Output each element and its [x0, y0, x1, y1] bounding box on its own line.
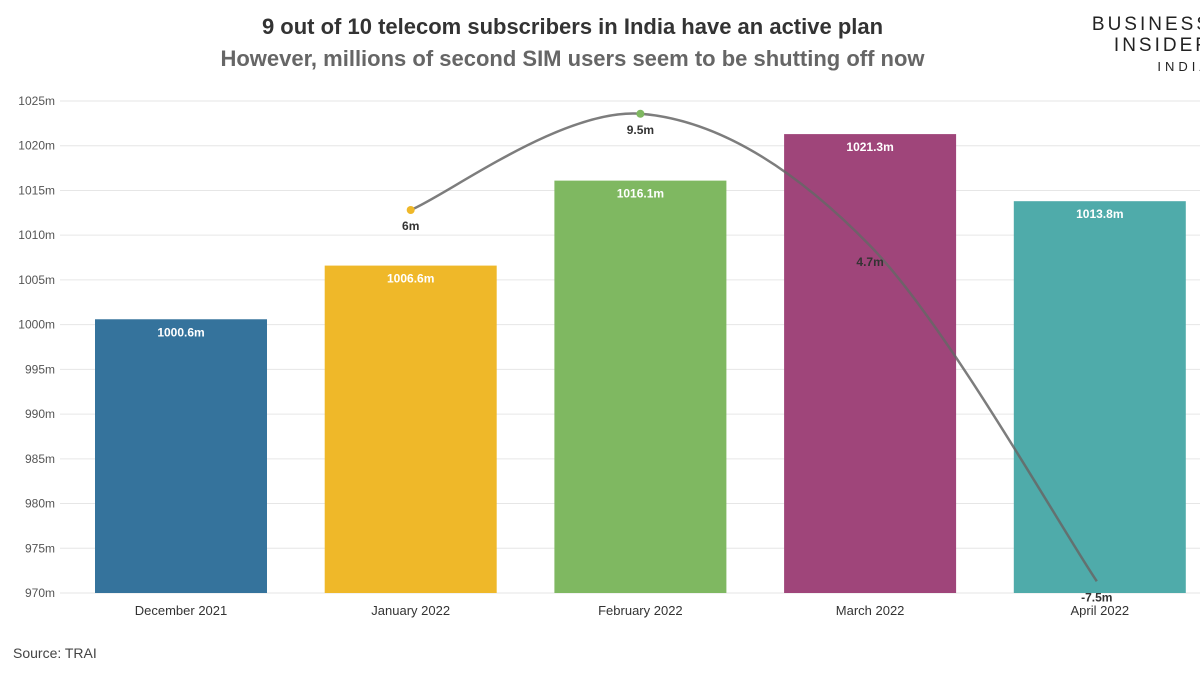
chart-title: 9 out of 10 telecom subscribers in India… — [261, 14, 884, 39]
y-tick-label: 995m — [25, 362, 55, 376]
line-point — [636, 109, 645, 118]
y-tick-label: 970m — [25, 586, 55, 600]
bar — [784, 134, 957, 593]
x-tick-label: January 2022 — [371, 603, 450, 618]
y-tick-label: 985m — [25, 452, 55, 466]
y-tick-label: 1015m — [18, 183, 55, 197]
y-tick-label: 1000m — [18, 318, 55, 332]
bar — [95, 319, 267, 593]
line-point — [406, 206, 415, 214]
line-value-label: 4.7m — [856, 255, 883, 269]
bar — [1013, 201, 1186, 593]
y-tick-label: 990m — [25, 407, 55, 421]
bar-value-label: 1016.1m — [617, 187, 664, 201]
y-tick-label: 1025m — [18, 94, 55, 108]
line-value-label: -7.5m — [1081, 590, 1112, 604]
bar — [324, 265, 497, 593]
line-value-label: 6m — [402, 219, 419, 233]
y-tick-label: 1005m — [18, 273, 55, 287]
business-insider-logo: BUSINESSINSIDERINDIA — [1091, 14, 1200, 74]
source-note: Source: TRAI — [13, 645, 97, 661]
x-tick-label: April 2022 — [1071, 603, 1130, 618]
bar-value-label: 1013.8m — [1076, 207, 1123, 221]
y-tick-label: 1010m — [18, 228, 55, 242]
bar-value-label: 1006.6m — [387, 272, 434, 286]
line-series — [410, 112, 1098, 582]
line-value-label: 9.5m — [627, 123, 654, 137]
x-tick-label: December 2021 — [135, 603, 228, 618]
bar-value-label: 1000.6m — [157, 325, 204, 339]
chart-subtitle: However, millions of second SIM users se… — [220, 46, 925, 71]
bar — [554, 180, 727, 593]
x-tick-label: February 2022 — [598, 603, 683, 618]
y-tick-label: 980m — [25, 497, 55, 511]
bar-value-label: 1021.3m — [846, 140, 893, 154]
x-tick-label: March 2022 — [836, 603, 905, 618]
y-tick-label: 975m — [25, 541, 55, 555]
y-tick-label: 1020m — [18, 139, 55, 153]
